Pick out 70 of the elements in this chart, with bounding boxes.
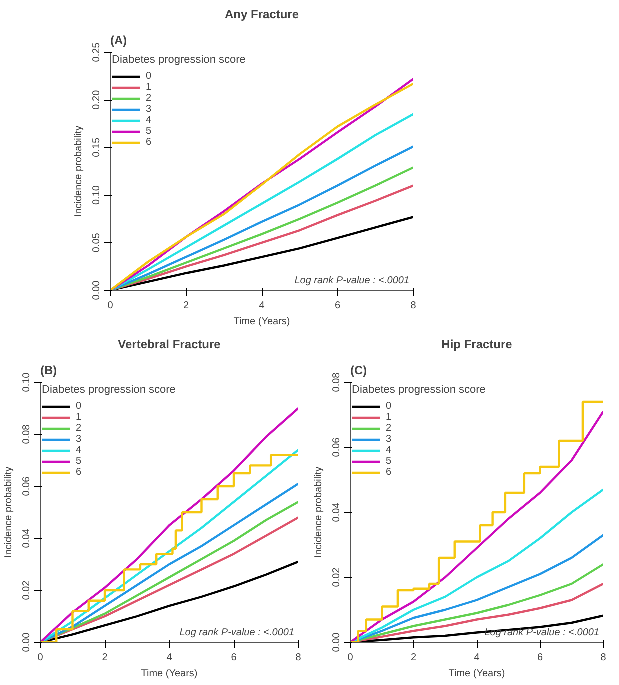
x-tick-label: 4 bbox=[166, 652, 173, 664]
y-tick-label: 0.10 bbox=[22, 372, 32, 392]
x-tick-label: 0 bbox=[108, 300, 114, 312]
y-tick-label: 0.10 bbox=[92, 185, 102, 206]
legend-label: 3 bbox=[386, 434, 393, 445]
text: (A) bbox=[110, 34, 128, 48]
y-tick-label: 0.15 bbox=[92, 138, 102, 158]
x-tick-label: 6 bbox=[537, 652, 544, 664]
legend-label: 2 bbox=[76, 423, 83, 434]
y-tick-label: 0.25 bbox=[92, 42, 102, 62]
legend-label: 0 bbox=[76, 401, 83, 412]
x-tick-label: 8 bbox=[410, 300, 417, 312]
legend-label: 6 bbox=[386, 467, 393, 478]
legend-title: Diabetes progression score bbox=[352, 384, 486, 396]
y-tick-label: 0.20 bbox=[92, 90, 102, 110]
annotation: Log rank P-value : <.0001 bbox=[180, 628, 295, 638]
y-tick-label: 0.06 bbox=[22, 476, 32, 496]
y-axis-title: Incidence probability bbox=[74, 126, 84, 218]
legend-label: 4 bbox=[146, 115, 153, 126]
legend-label: 0 bbox=[386, 401, 393, 412]
legend-label: 1 bbox=[386, 412, 393, 423]
y-axis-title: Incidence probability bbox=[314, 466, 324, 558]
legend-title: Diabetes progression score bbox=[112, 54, 246, 66]
y-tick-label: 0.00 bbox=[22, 632, 32, 652]
legend-label: 5 bbox=[76, 456, 83, 467]
y-axis-title: Incidence probability bbox=[4, 466, 14, 558]
legend-label: 4 bbox=[386, 445, 393, 456]
y-tick-label: 0.00 bbox=[332, 632, 342, 652]
y-tick-label: 0.04 bbox=[332, 502, 342, 522]
y-tick-label: 0.05 bbox=[92, 232, 102, 253]
y-tick-label: 0.08 bbox=[22, 424, 32, 444]
x-axis-title: Time (Years) bbox=[234, 316, 290, 328]
legend-label: 5 bbox=[386, 456, 393, 467]
x-tick-label: 8 bbox=[600, 652, 607, 664]
chart-title: Any Fracture bbox=[224, 8, 300, 22]
y-tick-label: 0.00 bbox=[92, 280, 102, 300]
annotation: Log rank P-value : <.0001 bbox=[294, 276, 410, 286]
x-axis-title: Time (Years) bbox=[448, 668, 506, 680]
x-tick-label: 6 bbox=[334, 300, 341, 312]
legend-label: 3 bbox=[76, 434, 83, 445]
x-tick-label: 2 bbox=[183, 300, 190, 312]
legend-label: 6 bbox=[76, 467, 83, 478]
x-axis-title: Time (Years) bbox=[141, 668, 198, 680]
legend-label: 6 bbox=[146, 137, 153, 148]
y-tick-label: 0.06 bbox=[332, 437, 342, 458]
x-tick-label: 2 bbox=[410, 652, 417, 664]
x-tick-label: 0 bbox=[38, 652, 44, 664]
x-tick-label: 6 bbox=[231, 652, 238, 664]
legend-title: Diabetes progression score bbox=[42, 384, 176, 396]
legend-label: 1 bbox=[146, 82, 153, 93]
legend-label: 4 bbox=[76, 445, 83, 456]
legend-label: 0 bbox=[146, 71, 153, 82]
x-tick-label: 2 bbox=[102, 652, 108, 664]
x-tick-label: 8 bbox=[296, 652, 302, 664]
x-tick-label: 4 bbox=[474, 652, 480, 664]
chart-title: Vertebral Fracture bbox=[118, 338, 222, 352]
y-tick-label: 0.08 bbox=[332, 372, 342, 392]
legend-label: 1 bbox=[76, 412, 83, 423]
legend-label: 2 bbox=[386, 423, 393, 434]
x-tick-label: 0 bbox=[348, 652, 354, 664]
y-tick-label: 0.04 bbox=[22, 528, 32, 548]
legend-label: 5 bbox=[146, 126, 153, 137]
y-tick-label: 0.02 bbox=[22, 580, 32, 600]
legend-label: 2 bbox=[146, 93, 153, 104]
text: (B) bbox=[40, 364, 58, 378]
legend-label: 3 bbox=[146, 104, 153, 115]
chart-title: Hip Fracture bbox=[442, 338, 513, 352]
y-tick-label: 0.02 bbox=[332, 567, 342, 588]
x-tick-label: 4 bbox=[259, 300, 266, 312]
text: (C) bbox=[350, 364, 368, 378]
